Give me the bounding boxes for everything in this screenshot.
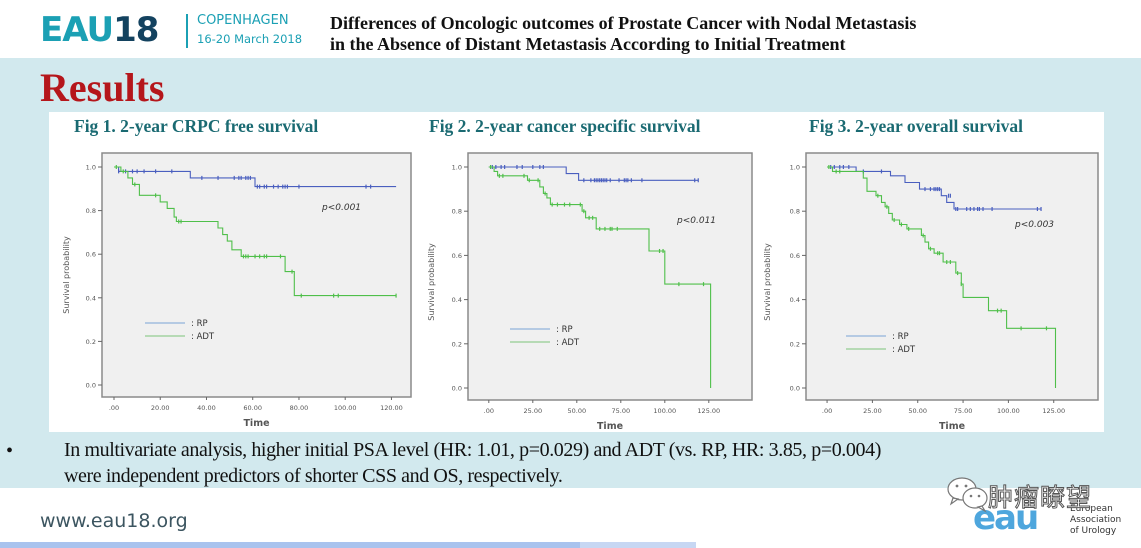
y-axis-label: Survival probability <box>62 236 71 314</box>
plot-frame <box>101 152 412 398</box>
findings-line-2: were independent predictors of shorter C… <box>64 465 563 487</box>
x-axis-label: Time <box>939 421 965 430</box>
x-tick-label: 20.00 <box>151 404 170 412</box>
figure-3-title: Fig 3. 2-year overall survival <box>809 116 1024 136</box>
y-tick-label: 0.0 <box>790 385 800 393</box>
findings-line-1: In multivariate analysis, higher initial… <box>64 439 881 461</box>
eau18-logo: EAU18 <box>40 10 159 50</box>
slide-header <box>0 0 1141 58</box>
km-chart-cancer-specific-survival: 0.0 0.2 0.4 0.6 0.8 1.0 .00 25.00 50.00 75.00 100.… <box>427 152 753 430</box>
x-tick-label: 100.00 <box>653 407 676 415</box>
x-tick-label: 40.00 <box>197 404 216 412</box>
x-axis-label: Time <box>243 418 269 429</box>
plot-frame <box>805 152 1099 401</box>
series-line-adt <box>114 166 397 297</box>
x-tick-label: 50.00 <box>567 407 586 415</box>
x-tick-label: 125.00 <box>697 407 720 415</box>
y-tick-label: 0.6 <box>86 251 96 259</box>
y-tick-label: 1.0 <box>86 164 96 172</box>
p-value-annotation: p<0.003 <box>1014 220 1054 230</box>
wechat-icon <box>947 477 988 513</box>
footer-bar-accent <box>580 542 696 548</box>
logo-number: 18 <box>113 10 159 50</box>
legend-label-adt: : ADT <box>191 332 215 342</box>
p-value-annotation: p<0.011 <box>676 216 716 226</box>
series-line-rp <box>114 166 397 188</box>
series-line-adt <box>488 166 712 388</box>
x-tick-label: .00 <box>822 407 832 415</box>
legend-label-rp: : RP <box>191 319 208 329</box>
y-axis-label: Survival probability <box>763 243 772 321</box>
x-tick-label: 125.00 <box>1042 407 1065 415</box>
legend-label-rp: : RP <box>556 325 573 335</box>
eau-name-line: of Urology <box>1070 526 1117 536</box>
website-url[interactable]: www.eau18.org <box>40 510 188 532</box>
legend-label-rp: : RP <box>892 332 909 342</box>
x-tick-label: 80.00 <box>290 404 309 412</box>
y-tick-label: 0.2 <box>86 338 96 346</box>
x-tick-label: 50.00 <box>908 407 927 415</box>
x-tick-label: .00 <box>484 407 494 415</box>
p-value-annotation: p<0.001 <box>321 203 361 213</box>
logo-dates: 16-20 March 2018 <box>197 32 303 46</box>
y-tick-label: 0.2 <box>452 340 462 348</box>
y-tick-label: 0.0 <box>452 385 462 393</box>
title-line-2: in the Absence of Distant Metastasis Acc… <box>330 34 846 54</box>
plot-frame <box>467 152 753 401</box>
x-tick-label: 25.00 <box>863 407 882 415</box>
eau-name-line: European <box>1070 504 1113 514</box>
footer-bar <box>0 542 696 548</box>
x-tick-label: 60.00 <box>243 404 262 412</box>
y-tick-label: 0.2 <box>790 340 800 348</box>
logo-brand: EAU <box>40 10 114 50</box>
y-tick-label: 0.4 <box>452 296 462 304</box>
y-tick-label: 0.0 <box>86 382 96 390</box>
y-tick-label: 0.4 <box>790 296 800 304</box>
series-line-rp <box>827 166 1041 210</box>
x-tick-label: 100.00 <box>334 404 357 412</box>
figure-1-title: Fig 1. 2-year CRPC free survival <box>74 116 319 136</box>
y-tick-label: 0.8 <box>452 208 462 216</box>
eau-name-line: Association <box>1070 515 1122 525</box>
y-tick-label: 0.8 <box>790 208 800 216</box>
figure-2-title: Fig 2. 2-year cancer specific survival <box>429 116 701 136</box>
eau-logo-mark: eau <box>973 498 1039 538</box>
eau-logo-name: European Association of Urology <box>1070 504 1140 537</box>
y-tick-label: 1.0 <box>790 164 800 172</box>
x-tick-label: 120.00 <box>380 404 403 412</box>
x-tick-label: 25.00 <box>523 407 542 415</box>
x-tick-label: 75.00 <box>954 407 973 415</box>
km-chart-overall-survival: 0.0 0.2 0.4 0.6 0.8 1.0 .00 25.00 50.00 75.00 100.… <box>763 152 1099 430</box>
x-tick-label: 75.00 <box>611 407 630 415</box>
section-heading: Results <box>40 65 165 110</box>
watermark-text: 肿瘤瞭望 <box>987 483 1093 513</box>
y-tick-label: 0.6 <box>452 252 462 260</box>
y-tick-label: 0.8 <box>86 207 96 215</box>
logo-divider <box>186 14 188 48</box>
bullet-marker: • <box>6 440 14 462</box>
legend-label-adt: : ADT <box>892 345 916 355</box>
title-line-1: Differences of Oncologic outcomes of Pro… <box>330 13 917 33</box>
slide-title: Differences of Oncologic outcomes of Pro… <box>330 13 916 55</box>
km-chart-crpc-free-survival: 0.0 0.2 0.4 0.6 0.8 1.0 .00 20.00 40.00 60.00 80.0… <box>62 152 412 429</box>
logo-city: COPENHAGEN <box>197 13 289 28</box>
series-line-adt <box>827 166 1057 388</box>
x-tick-label: .00 <box>109 404 119 412</box>
y-axis-label: Survival probability <box>427 243 436 321</box>
legend-label-adt: : ADT <box>556 338 580 348</box>
x-tick-label: 100.00 <box>997 407 1020 415</box>
findings-text: In multivariate analysis, higher initial… <box>64 437 1124 489</box>
x-axis-label: Time <box>597 421 623 430</box>
y-tick-label: 0.4 <box>86 294 96 302</box>
y-tick-label: 1.0 <box>452 164 462 172</box>
y-tick-label: 0.6 <box>790 252 800 260</box>
series-line-rp <box>488 166 699 181</box>
